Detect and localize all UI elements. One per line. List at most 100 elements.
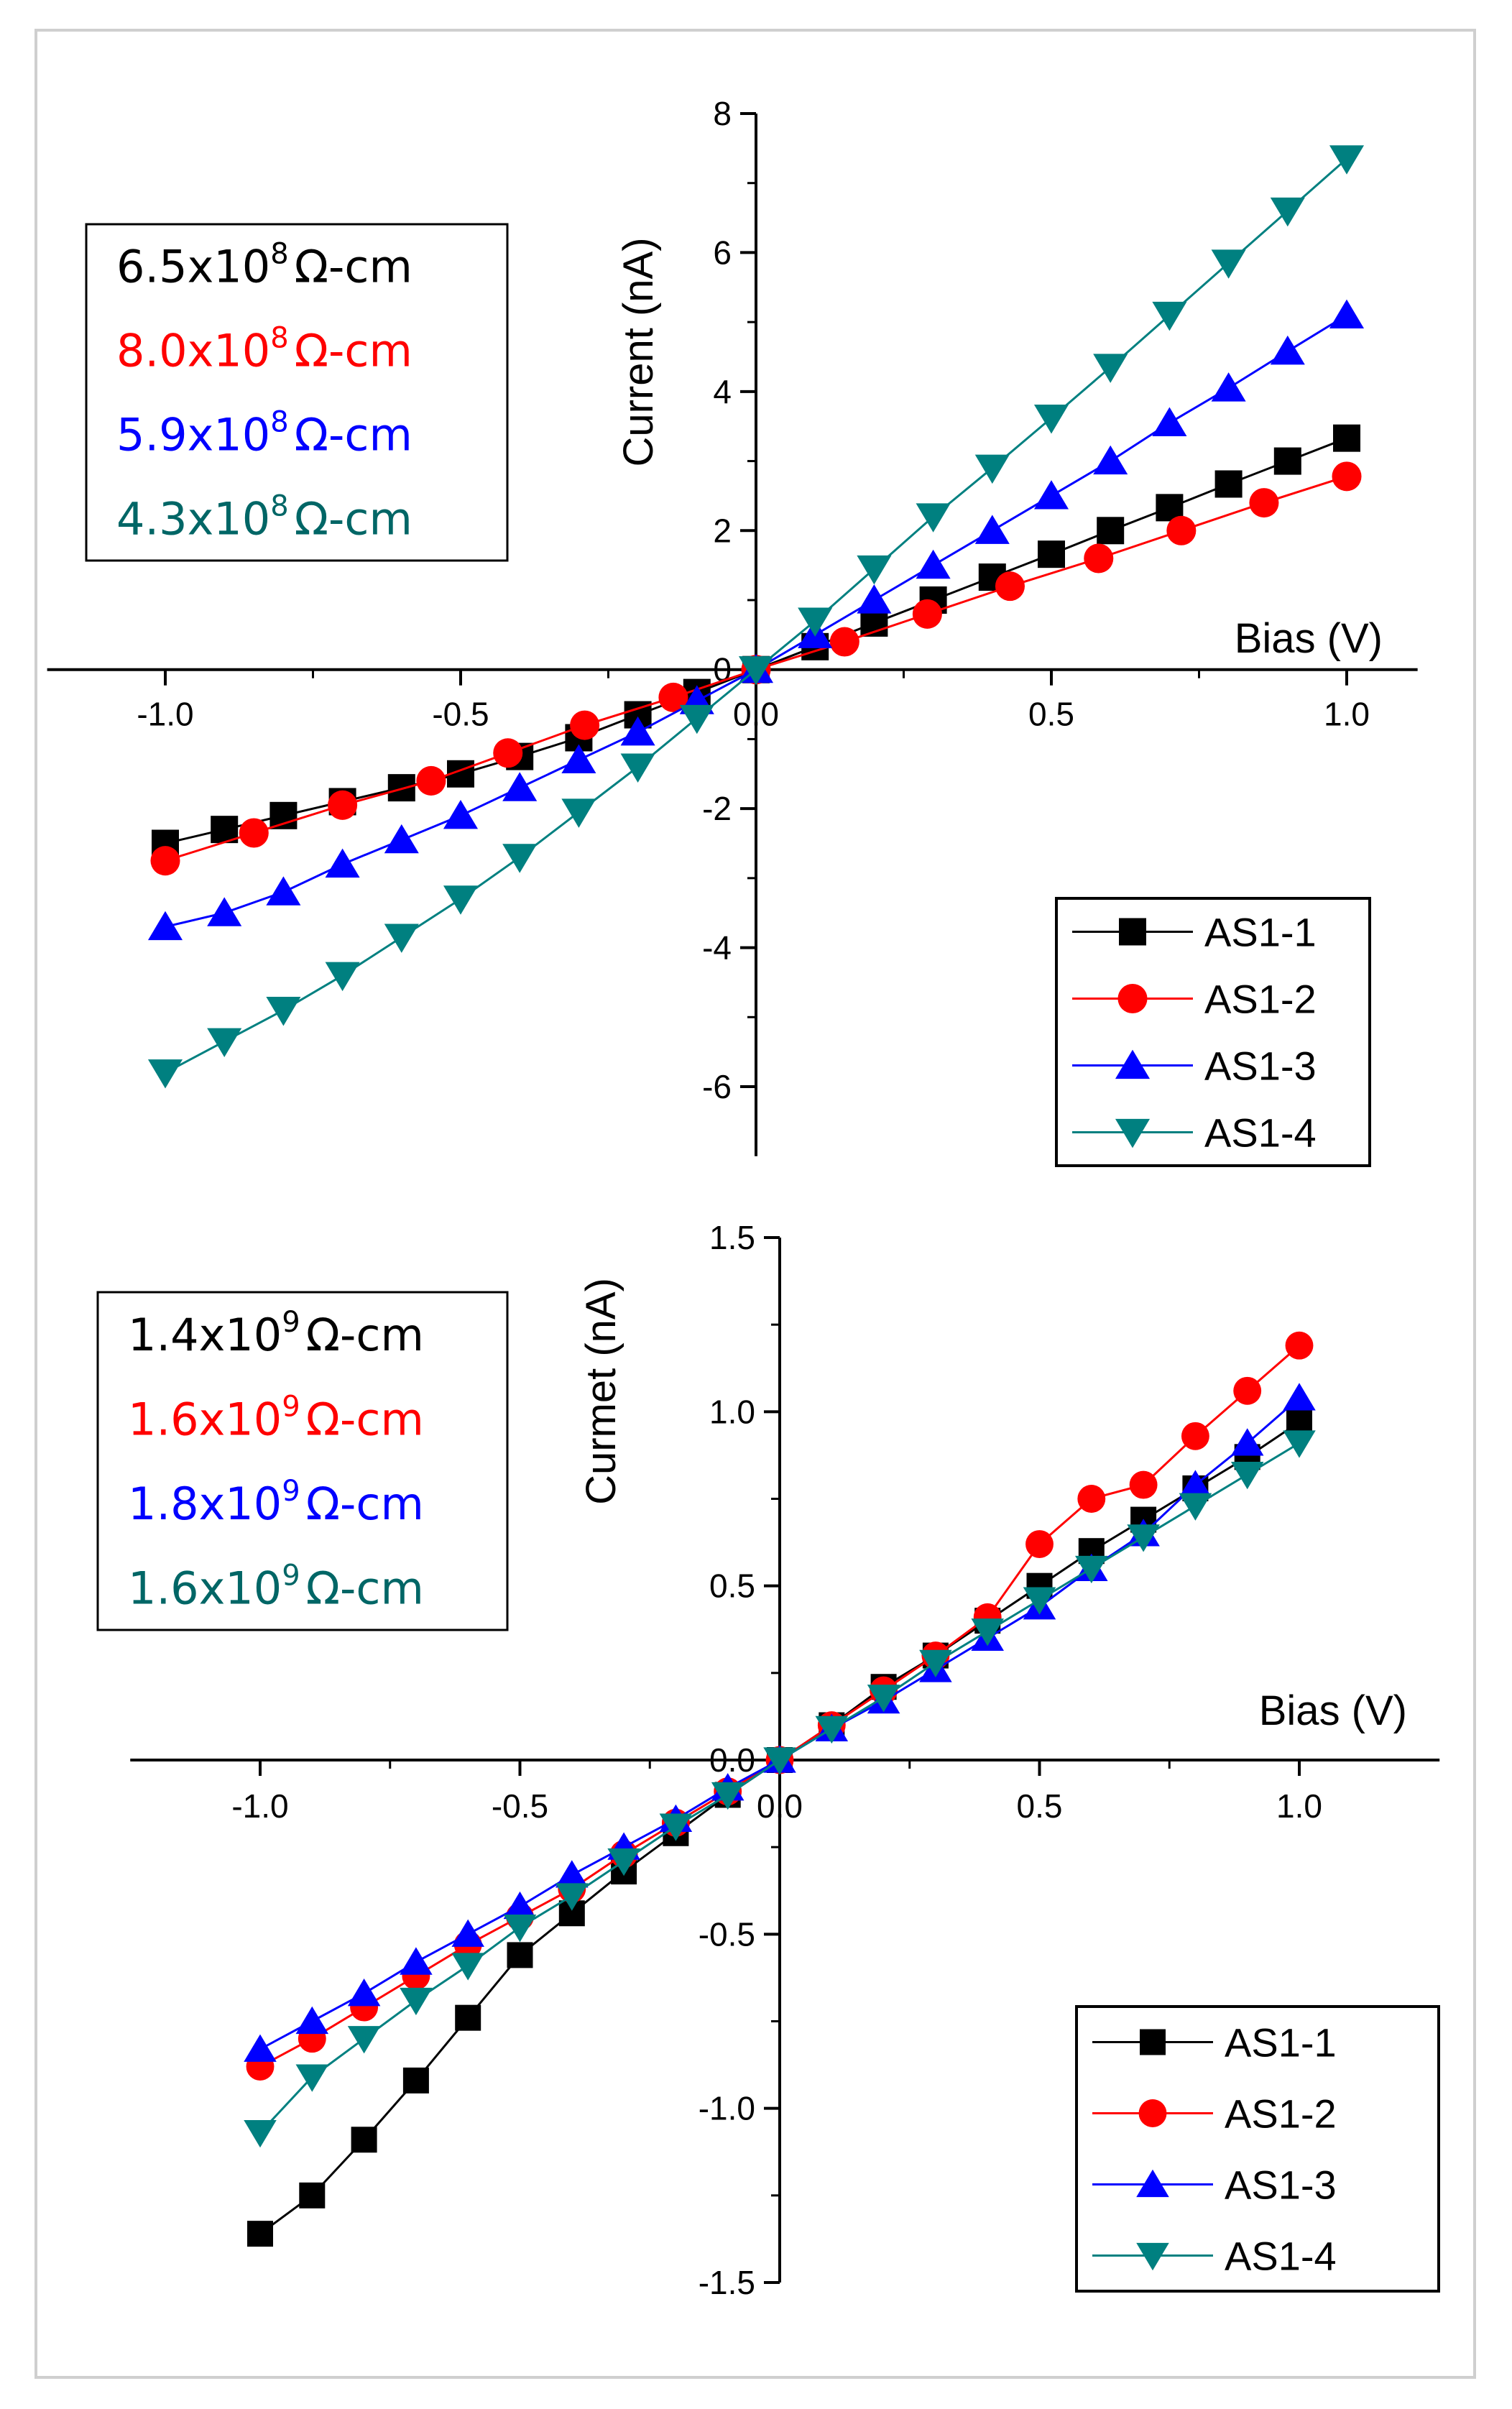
data-point [912,599,942,629]
data-point [1179,1493,1212,1521]
data-point [443,799,479,829]
legend-marker [1115,1049,1151,1079]
legend-marker [1140,2029,1166,2055]
data-point [561,744,596,774]
legend: AS1-1 AS1-2 AS1-3 AS1-4 [1075,2005,1440,2293]
x-tick-label: -0.5 [432,696,489,733]
data-point [502,844,538,873]
data-point [416,765,446,796]
y-axis-title: Curmet (nA) [578,1278,624,1505]
data-point [679,704,714,734]
legend-label: AS1-3 [1225,2162,1337,2208]
data-point [347,2026,381,2054]
data-point [763,1747,796,1775]
y-tick-label: 2 [713,512,732,549]
data-point [971,1618,1004,1646]
x-tick-label: 1.0 [1276,1787,1322,1825]
data-point [493,738,523,768]
data-point [400,1947,433,1975]
data-point [974,515,1010,544]
data-point [711,1782,745,1810]
y-tick-label: 8 [713,95,732,132]
data-point [1033,405,1069,434]
data-point [1249,488,1279,518]
legend-label: AS1-3 [1204,1044,1317,1089]
data-point [207,897,242,926]
data-point [974,454,1010,484]
data-point [351,2127,377,2153]
data-point [247,2221,273,2247]
data-point [1332,461,1362,492]
legend-marker [1136,2169,1169,2198]
legend-label: AS1-2 [1225,2091,1337,2137]
y-axis-title: Current (nA) [615,237,662,466]
data-point [1097,517,1125,545]
y-tick-label: 6 [713,234,732,271]
data-point [384,824,419,854]
resistivity-label: 4.3x108 Ω-cm [116,490,412,545]
data-point [815,1715,849,1744]
resistivity-box: 1.4x109 Ω-cm 1.6x109 Ω-cm 1.8x109 Ω-cm 1.6x109… [96,1291,509,1631]
data-point [1152,301,1187,331]
data-point [147,1059,183,1089]
x-tick-label: 0.5 [1017,1787,1063,1825]
data-point [1230,1461,1264,1490]
legend-label: AS1-4 [1225,2234,1337,2279]
data-point [738,656,774,686]
y-tick-label: 0.5 [709,1567,755,1605]
legend-marker [1115,1118,1151,1148]
data-point [1127,1524,1160,1552]
x-tick-label: 0.0 [733,696,779,733]
data-point [916,549,951,579]
data-point [328,790,358,820]
x-tick-label: 0.0 [757,1787,803,1825]
data-point [1211,249,1246,279]
y-tick-label: 1.5 [709,1219,755,1256]
data-point [561,798,596,828]
legend-marker [1136,2242,1169,2271]
resistivity-label: 1.6x109 Ω-cm [128,1390,424,1445]
data-point [556,1883,589,1911]
data-point [387,774,415,802]
data-point [1093,445,1128,475]
data-point [239,818,269,848]
resistivity-frame [96,1291,509,1631]
data-point [325,962,360,992]
data-point [1023,1587,1056,1615]
x-tick-label: 0.5 [1028,696,1074,733]
data-point [402,2067,429,2094]
y-tick-label: -4 [702,929,732,967]
x-axis-title: Bias (V) [1235,615,1383,662]
data-point [299,2182,326,2208]
figure-frame [34,29,1476,2379]
y-tick-label: 0.0 [709,1741,755,1779]
legend-marker [1117,983,1148,1014]
data-point [347,1979,381,2007]
data-point [1181,1422,1209,1450]
data-point [919,1649,952,1677]
resistivity-label: 8.0x108 Ω-cm [116,322,412,377]
data-point [620,716,655,746]
data-point [269,801,298,829]
data-point [556,1860,589,1888]
resistivity-label: 1.8x109 Ω-cm [128,1475,424,1530]
data-point [857,555,892,585]
data-point [620,753,655,783]
legend-label: AS1-1 [1225,2020,1337,2065]
legend-label: AS1-4 [1204,1110,1317,1156]
legend-label: AS1-1 [1204,910,1317,955]
data-point [1285,1331,1314,1360]
data-point [1075,1555,1108,1584]
data-point [1179,1470,1212,1498]
data-point [451,1953,484,1981]
data-point [384,923,419,953]
data-point [147,911,183,941]
data-point [798,607,833,637]
data-point [570,710,600,740]
data-point [502,772,538,801]
legend: AS1-1 AS1-2 AS1-3 AS1-4 [1055,897,1371,1167]
data-point [607,1848,640,1876]
data-point [1283,1430,1316,1458]
